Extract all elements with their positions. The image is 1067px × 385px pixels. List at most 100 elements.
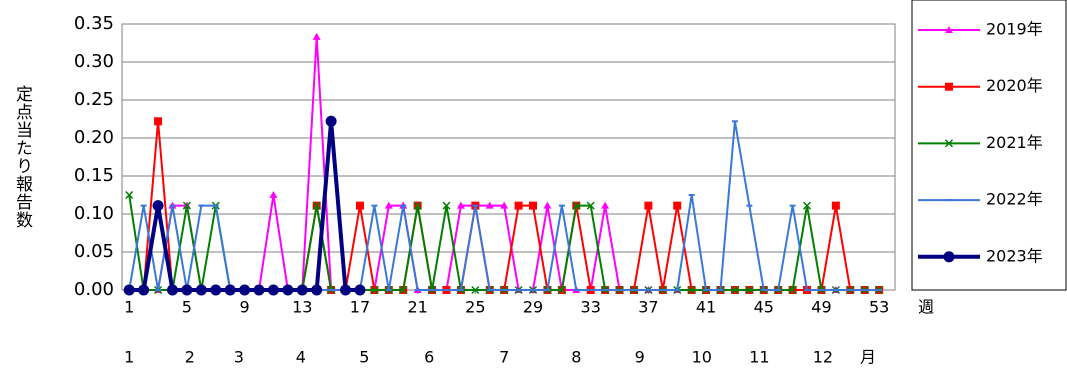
x-tick-label: 9 — [239, 298, 249, 317]
month-tick-label: 3 — [234, 348, 244, 367]
data-point — [486, 289, 493, 291]
data-point — [195, 284, 207, 296]
data-point — [471, 285, 480, 295]
y-tick-label: 0.05 — [74, 241, 114, 262]
data-point — [456, 201, 465, 209]
x-tick-label: 21 — [407, 298, 427, 317]
x-tick-label: 5 — [182, 298, 192, 317]
legend-marker — [946, 199, 952, 202]
month-tick-label: 8 — [571, 348, 581, 367]
data-point — [789, 204, 796, 207]
data-point — [530, 289, 537, 291]
data-point — [557, 285, 566, 295]
data-point — [210, 284, 222, 296]
x-axis-label: 週 — [918, 298, 934, 317]
month-tick-label: 11 — [749, 348, 769, 367]
x-tick-label: 49 — [811, 298, 831, 317]
data-point — [442, 201, 451, 210]
month-tick-label: 6 — [424, 348, 434, 367]
data-point — [311, 284, 323, 296]
data-point — [543, 201, 552, 209]
data-point — [182, 201, 191, 210]
data-point — [429, 289, 436, 291]
data-point — [673, 201, 682, 210]
data-point — [485, 201, 494, 209]
data-point — [804, 289, 811, 291]
legend-marker — [943, 251, 955, 263]
data-point — [224, 284, 236, 296]
legend-label: 2019年 — [986, 20, 1043, 39]
month-tick-label: 5 — [359, 348, 369, 367]
data-point — [501, 289, 508, 291]
data-point — [138, 284, 150, 296]
x-tick-label: 29 — [523, 298, 543, 317]
data-point — [601, 201, 610, 209]
y-tick-label: 0.15 — [74, 165, 114, 186]
data-point — [413, 201, 422, 210]
data-point — [181, 284, 193, 296]
data-point — [861, 289, 868, 291]
data-point — [745, 285, 754, 295]
x-tick-label: 13 — [292, 298, 312, 317]
data-point — [198, 204, 205, 207]
data-point — [573, 289, 580, 291]
y-tick-label: 0.35 — [74, 13, 114, 34]
plot-area — [121, 23, 896, 291]
legend-label: 2021年 — [986, 133, 1043, 152]
x-tick-label: 45 — [754, 298, 774, 317]
data-point — [155, 289, 162, 291]
x-tick-label: 37 — [638, 298, 658, 317]
y-axis-label: 定点当たり報告数 — [12, 85, 33, 229]
legend-box — [911, 0, 1067, 291]
data-point — [371, 204, 378, 207]
data-point — [414, 289, 421, 291]
data-point — [602, 289, 609, 291]
data-point — [775, 289, 782, 291]
data-point — [399, 285, 408, 295]
data-point — [500, 201, 509, 209]
data-point — [687, 285, 696, 295]
x-tick-label: 1 — [124, 298, 134, 317]
data-point — [169, 204, 176, 207]
data-point — [544, 289, 551, 291]
data-point — [659, 289, 666, 291]
data-point — [328, 289, 335, 291]
data-point — [832, 289, 839, 291]
data-point — [140, 204, 147, 207]
y-tick-label: 0.00 — [74, 279, 114, 300]
data-point — [354, 284, 366, 296]
y-tick-label: 0.20 — [74, 127, 114, 148]
data-point — [370, 285, 379, 295]
data-point — [355, 201, 364, 210]
data-point — [818, 289, 825, 291]
data-point — [312, 201, 321, 210]
x-tick-label: 17 — [350, 298, 370, 317]
data-point — [154, 117, 163, 126]
data-point — [731, 120, 738, 123]
data-point — [572, 201, 581, 210]
data-point — [730, 285, 739, 295]
y-tick-label: 0.25 — [74, 89, 114, 110]
data-point — [514, 201, 523, 210]
data-point — [457, 289, 464, 291]
data-point — [644, 201, 653, 210]
legend-label: 2020年 — [986, 76, 1043, 95]
data-point — [123, 284, 135, 296]
data-point — [269, 191, 278, 198]
data-point — [166, 284, 178, 296]
data-point — [645, 289, 652, 291]
month-tick-label: 2 — [185, 348, 195, 367]
x-tick-label: 33 — [581, 298, 601, 317]
data-point — [384, 201, 393, 209]
data-point — [586, 201, 595, 210]
data-point — [831, 201, 840, 210]
month-tick-label: 12 — [813, 348, 833, 367]
data-point — [385, 289, 392, 291]
data-point — [443, 289, 450, 291]
data-point — [400, 204, 407, 207]
data-point — [847, 289, 854, 291]
x-tick-label: 41 — [696, 298, 716, 317]
month-axis-label: 月 — [860, 348, 876, 367]
data-point — [239, 284, 251, 296]
